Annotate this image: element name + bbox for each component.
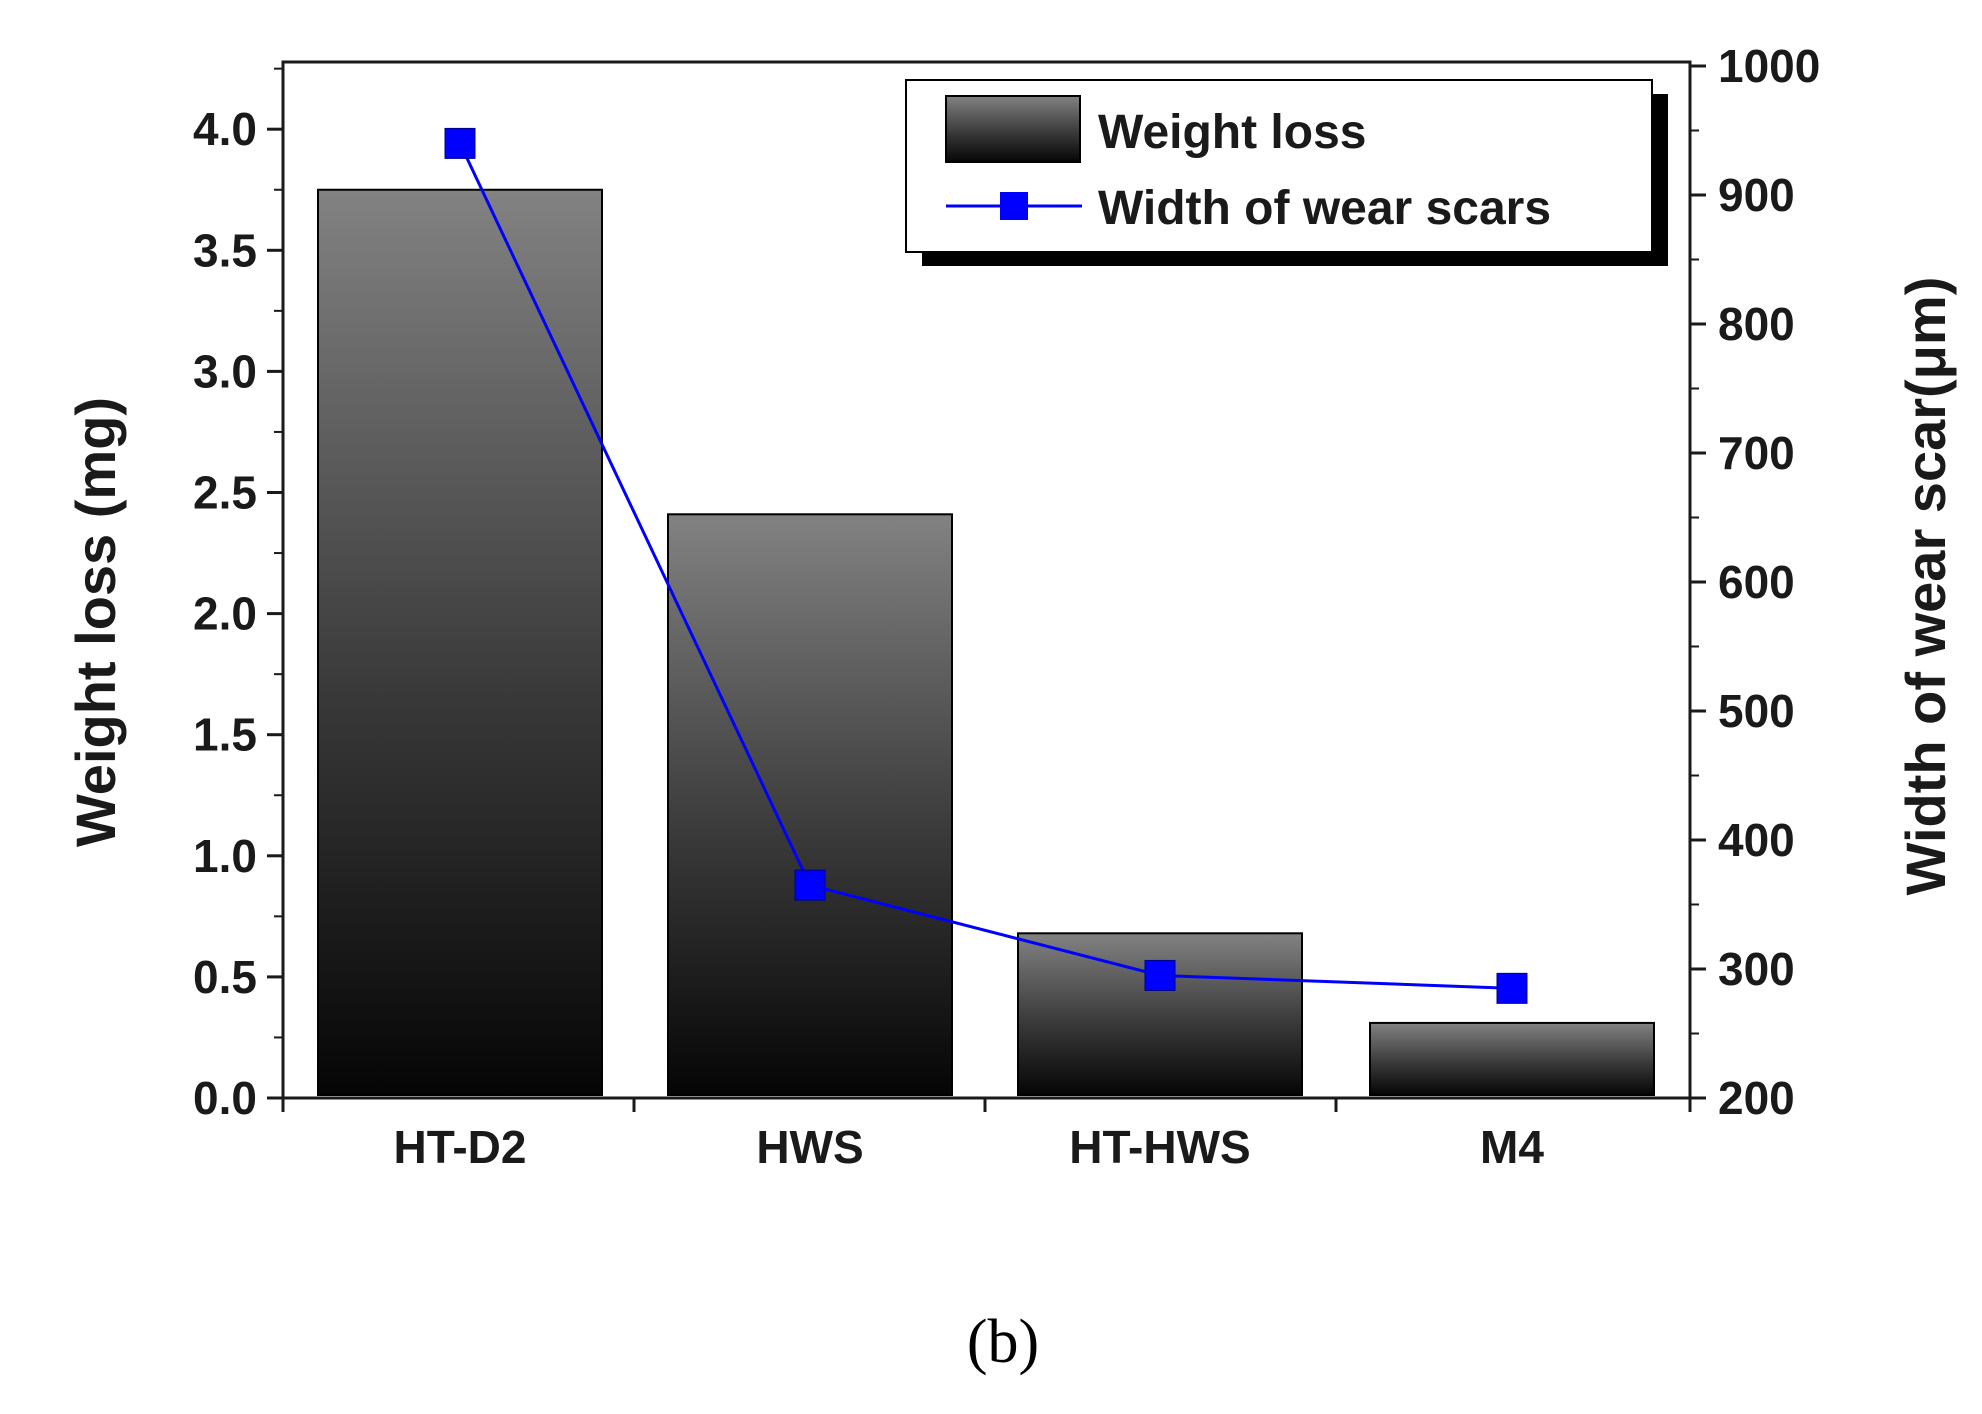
left-tick-label: 4.0 (193, 103, 257, 155)
figure-caption: (b) (967, 1308, 1039, 1376)
left-tick-label: 1.5 (193, 709, 257, 761)
left-tick-label: 3.5 (193, 224, 257, 276)
right-tick-label: 700 (1718, 427, 1795, 479)
bar-hws (667, 513, 953, 1096)
bar-ht-d2 (317, 188, 603, 1096)
category-label-m4: M4 (1480, 1121, 1544, 1173)
right-tick-label: 300 (1718, 943, 1795, 995)
bar-m4 (1369, 1021, 1655, 1097)
left-tick-label: 2.0 (193, 588, 257, 640)
wear-scar-point-m4 (1496, 972, 1528, 1004)
left-tick-label: 0.0 (193, 1072, 257, 1124)
right-tick-label: 900 (1718, 169, 1795, 221)
legend-label-wear-scars: Width of wear scars (1098, 182, 1551, 235)
axis-ticks: 0.0 0.5 1.0 1.5 2.0 2.5 3.0 3.5 4.0 200 300 400 500 6… (193, 40, 1820, 1173)
wear-scar-point-hws (794, 869, 826, 901)
axis-labels: Weight loss (mg) Width of wear scar(μm) (b… (64, 277, 1957, 1376)
right-tick-label: 600 (1718, 556, 1795, 608)
legend-marker-swatch (1000, 192, 1028, 220)
category-label-ht-hws: HT-HWS (1069, 1121, 1250, 1173)
category-label-ht-d2: HT-D2 (394, 1121, 527, 1173)
y2-axis-title: Width of wear scar(μm) (1894, 277, 1957, 896)
left-tick-label: 1.0 (193, 830, 257, 882)
category-label-hws: HWS (756, 1121, 863, 1173)
right-tick-label: 800 (1718, 298, 1795, 350)
legend-bar-swatch (945, 95, 1081, 163)
wear-scar-line (458, 142, 1513, 990)
y-axis-title: Weight loss (mg) (64, 397, 127, 847)
legend: Weight loss Width of wear scars (905, 79, 1668, 266)
wear-scar-point-ht-d2 (444, 127, 476, 159)
right-tick-label: 400 (1718, 814, 1795, 866)
bar-ht-hws (1017, 932, 1303, 1097)
wear-scar-series (444, 127, 1528, 1004)
left-tick-label: 2.5 (193, 467, 257, 519)
right-tick-label: 500 (1718, 685, 1795, 737)
legend-label-weight-loss: Weight loss (1098, 106, 1366, 159)
right-tick-label: 1000 (1718, 40, 1820, 92)
bars-layer (317, 188, 1655, 1097)
left-tick-label: 0.5 (193, 951, 257, 1003)
right-tick-label: 200 (1718, 1072, 1795, 1124)
wear-scar-point-ht-hws (1144, 959, 1176, 991)
left-tick-label: 3.0 (193, 345, 257, 397)
